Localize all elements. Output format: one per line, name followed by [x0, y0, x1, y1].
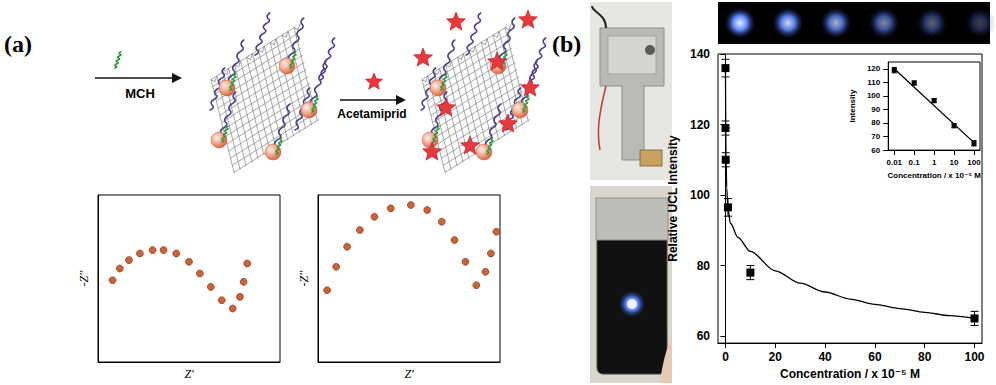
svg-text:Intensity: Intensity	[848, 89, 857, 122]
svg-text:40: 40	[818, 350, 832, 364]
svg-text:100: 100	[967, 158, 981, 167]
svg-text:-Z'': -Z''	[77, 270, 91, 286]
svg-text:80: 80	[871, 118, 880, 127]
svg-text:0.01: 0.01	[886, 158, 902, 167]
svg-text:60: 60	[697, 329, 711, 343]
svg-text:(b): (b)	[552, 31, 581, 57]
svg-text:120: 120	[867, 64, 881, 73]
svg-text:80: 80	[918, 350, 932, 364]
svg-text:90: 90	[871, 105, 880, 114]
svg-text:1: 1	[932, 158, 937, 167]
svg-text:0: 0	[722, 350, 729, 364]
svg-text:60: 60	[868, 350, 882, 364]
svg-text:Z': Z'	[404, 367, 414, 381]
svg-text:100: 100	[867, 91, 881, 100]
svg-text:120: 120	[690, 118, 710, 132]
svg-text:Concentration / x 10⁻⁵ M: Concentration / x 10⁻⁵ M	[780, 367, 920, 381]
svg-text:Concentration / x 10⁻⁵ M: Concentration / x 10⁻⁵ M	[887, 171, 981, 180]
svg-text:100: 100	[965, 350, 985, 364]
svg-text:60: 60	[871, 146, 880, 155]
svg-text:(a): (a)	[4, 31, 32, 57]
svg-text:20: 20	[769, 350, 783, 364]
svg-text:110: 110	[867, 78, 880, 87]
svg-text:Z': Z'	[184, 367, 194, 381]
svg-text:70: 70	[871, 132, 880, 141]
svg-text:140: 140	[690, 47, 710, 61]
svg-text:80: 80	[697, 259, 711, 273]
svg-text:MCH: MCH	[125, 86, 155, 101]
svg-text:Relative UCL Intensity: Relative UCL Intensity	[666, 135, 680, 262]
svg-text:Acetamiprid: Acetamiprid	[337, 107, 406, 121]
svg-text:0.1: 0.1	[909, 158, 921, 167]
svg-text:-Z'': -Z''	[297, 270, 311, 286]
svg-text:10: 10	[950, 158, 959, 167]
svg-text:100: 100	[690, 188, 710, 202]
